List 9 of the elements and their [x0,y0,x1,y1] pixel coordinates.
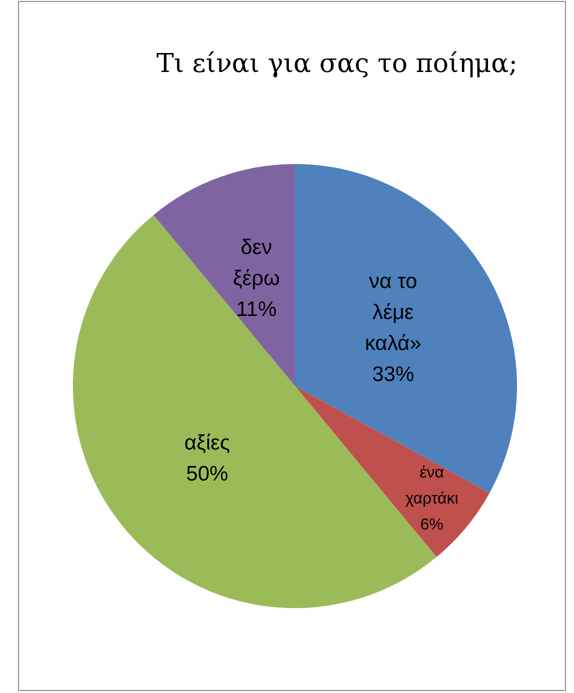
slice-label: δεν ξέρω [232,236,280,290]
slice-label: αξίες [184,432,230,455]
data-label: 50% [186,462,228,486]
chart-title: Τι είναι για σας το ποίημα; [156,49,518,79]
data-label: 11% [236,298,277,322]
data-label: 33% [372,362,414,386]
slice-label: να το λέμε καλά» [364,270,422,355]
data-label: 6% [420,516,444,534]
slice-label: ένα χαρτάκι [405,464,459,508]
